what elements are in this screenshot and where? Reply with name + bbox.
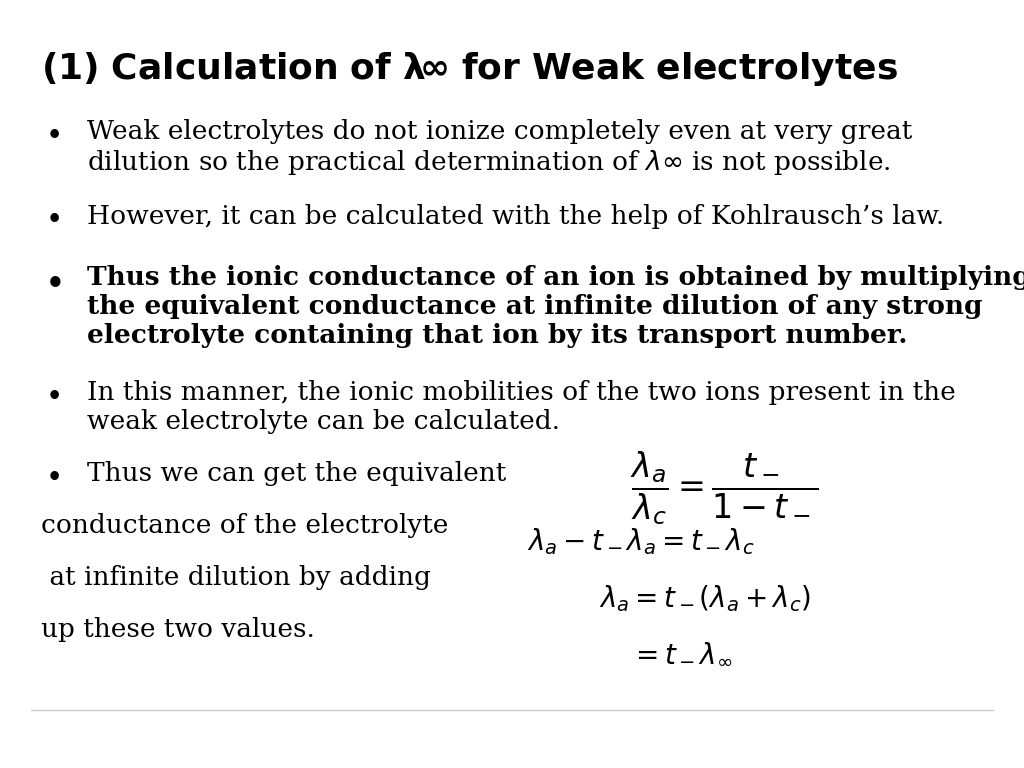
Text: Thus we can get the equivalent: Thus we can get the equivalent bbox=[87, 461, 506, 486]
Text: Weak electrolytes do not ionize completely even at very great
dilution so the pr: Weak electrolytes do not ionize complete… bbox=[87, 119, 912, 177]
Text: •: • bbox=[46, 123, 63, 151]
Text: up these two values.: up these two values. bbox=[41, 617, 314, 643]
Text: Thus the ionic conductance of an ion is obtained by multiplying
the equivalent c: Thus the ionic conductance of an ion is … bbox=[87, 265, 1024, 348]
Text: conductance of the electrolyte: conductance of the electrolyte bbox=[41, 513, 449, 538]
Text: However, it can be calculated with the help of Kohlrausch’s law.: However, it can be calculated with the h… bbox=[87, 204, 944, 229]
Text: •: • bbox=[46, 384, 63, 412]
Text: $\lambda_a - t_-\lambda_a = t_-\lambda_c$: $\lambda_a - t_-\lambda_a = t_-\lambda_c… bbox=[527, 526, 755, 557]
Text: •: • bbox=[46, 465, 63, 492]
Text: •: • bbox=[46, 269, 65, 298]
Text: In this manner, the ionic mobilities of the two ions present in the
weak electro: In this manner, the ionic mobilities of … bbox=[87, 380, 955, 434]
Text: at infinite dilution by adding: at infinite dilution by adding bbox=[41, 565, 431, 591]
Text: $\mathbf{(1)\ Calculation\ of\ \lambda\!\infty\ for\ Weak\ electrolytes}$: $\mathbf{(1)\ Calculation\ of\ \lambda\!… bbox=[41, 50, 898, 88]
Text: $\lambda_a = t_-(\lambda_a + \lambda_c)$: $\lambda_a = t_-(\lambda_a + \lambda_c)$ bbox=[599, 584, 811, 614]
Text: $\dfrac{\lambda_a}{\lambda_c} = \dfrac{t_-}{1 - t_-}$: $\dfrac{\lambda_a}{\lambda_c} = \dfrac{t… bbox=[630, 449, 818, 527]
Text: $= t_-\lambda_\infty$: $= t_-\lambda_\infty$ bbox=[630, 641, 732, 668]
Text: •: • bbox=[46, 207, 63, 235]
